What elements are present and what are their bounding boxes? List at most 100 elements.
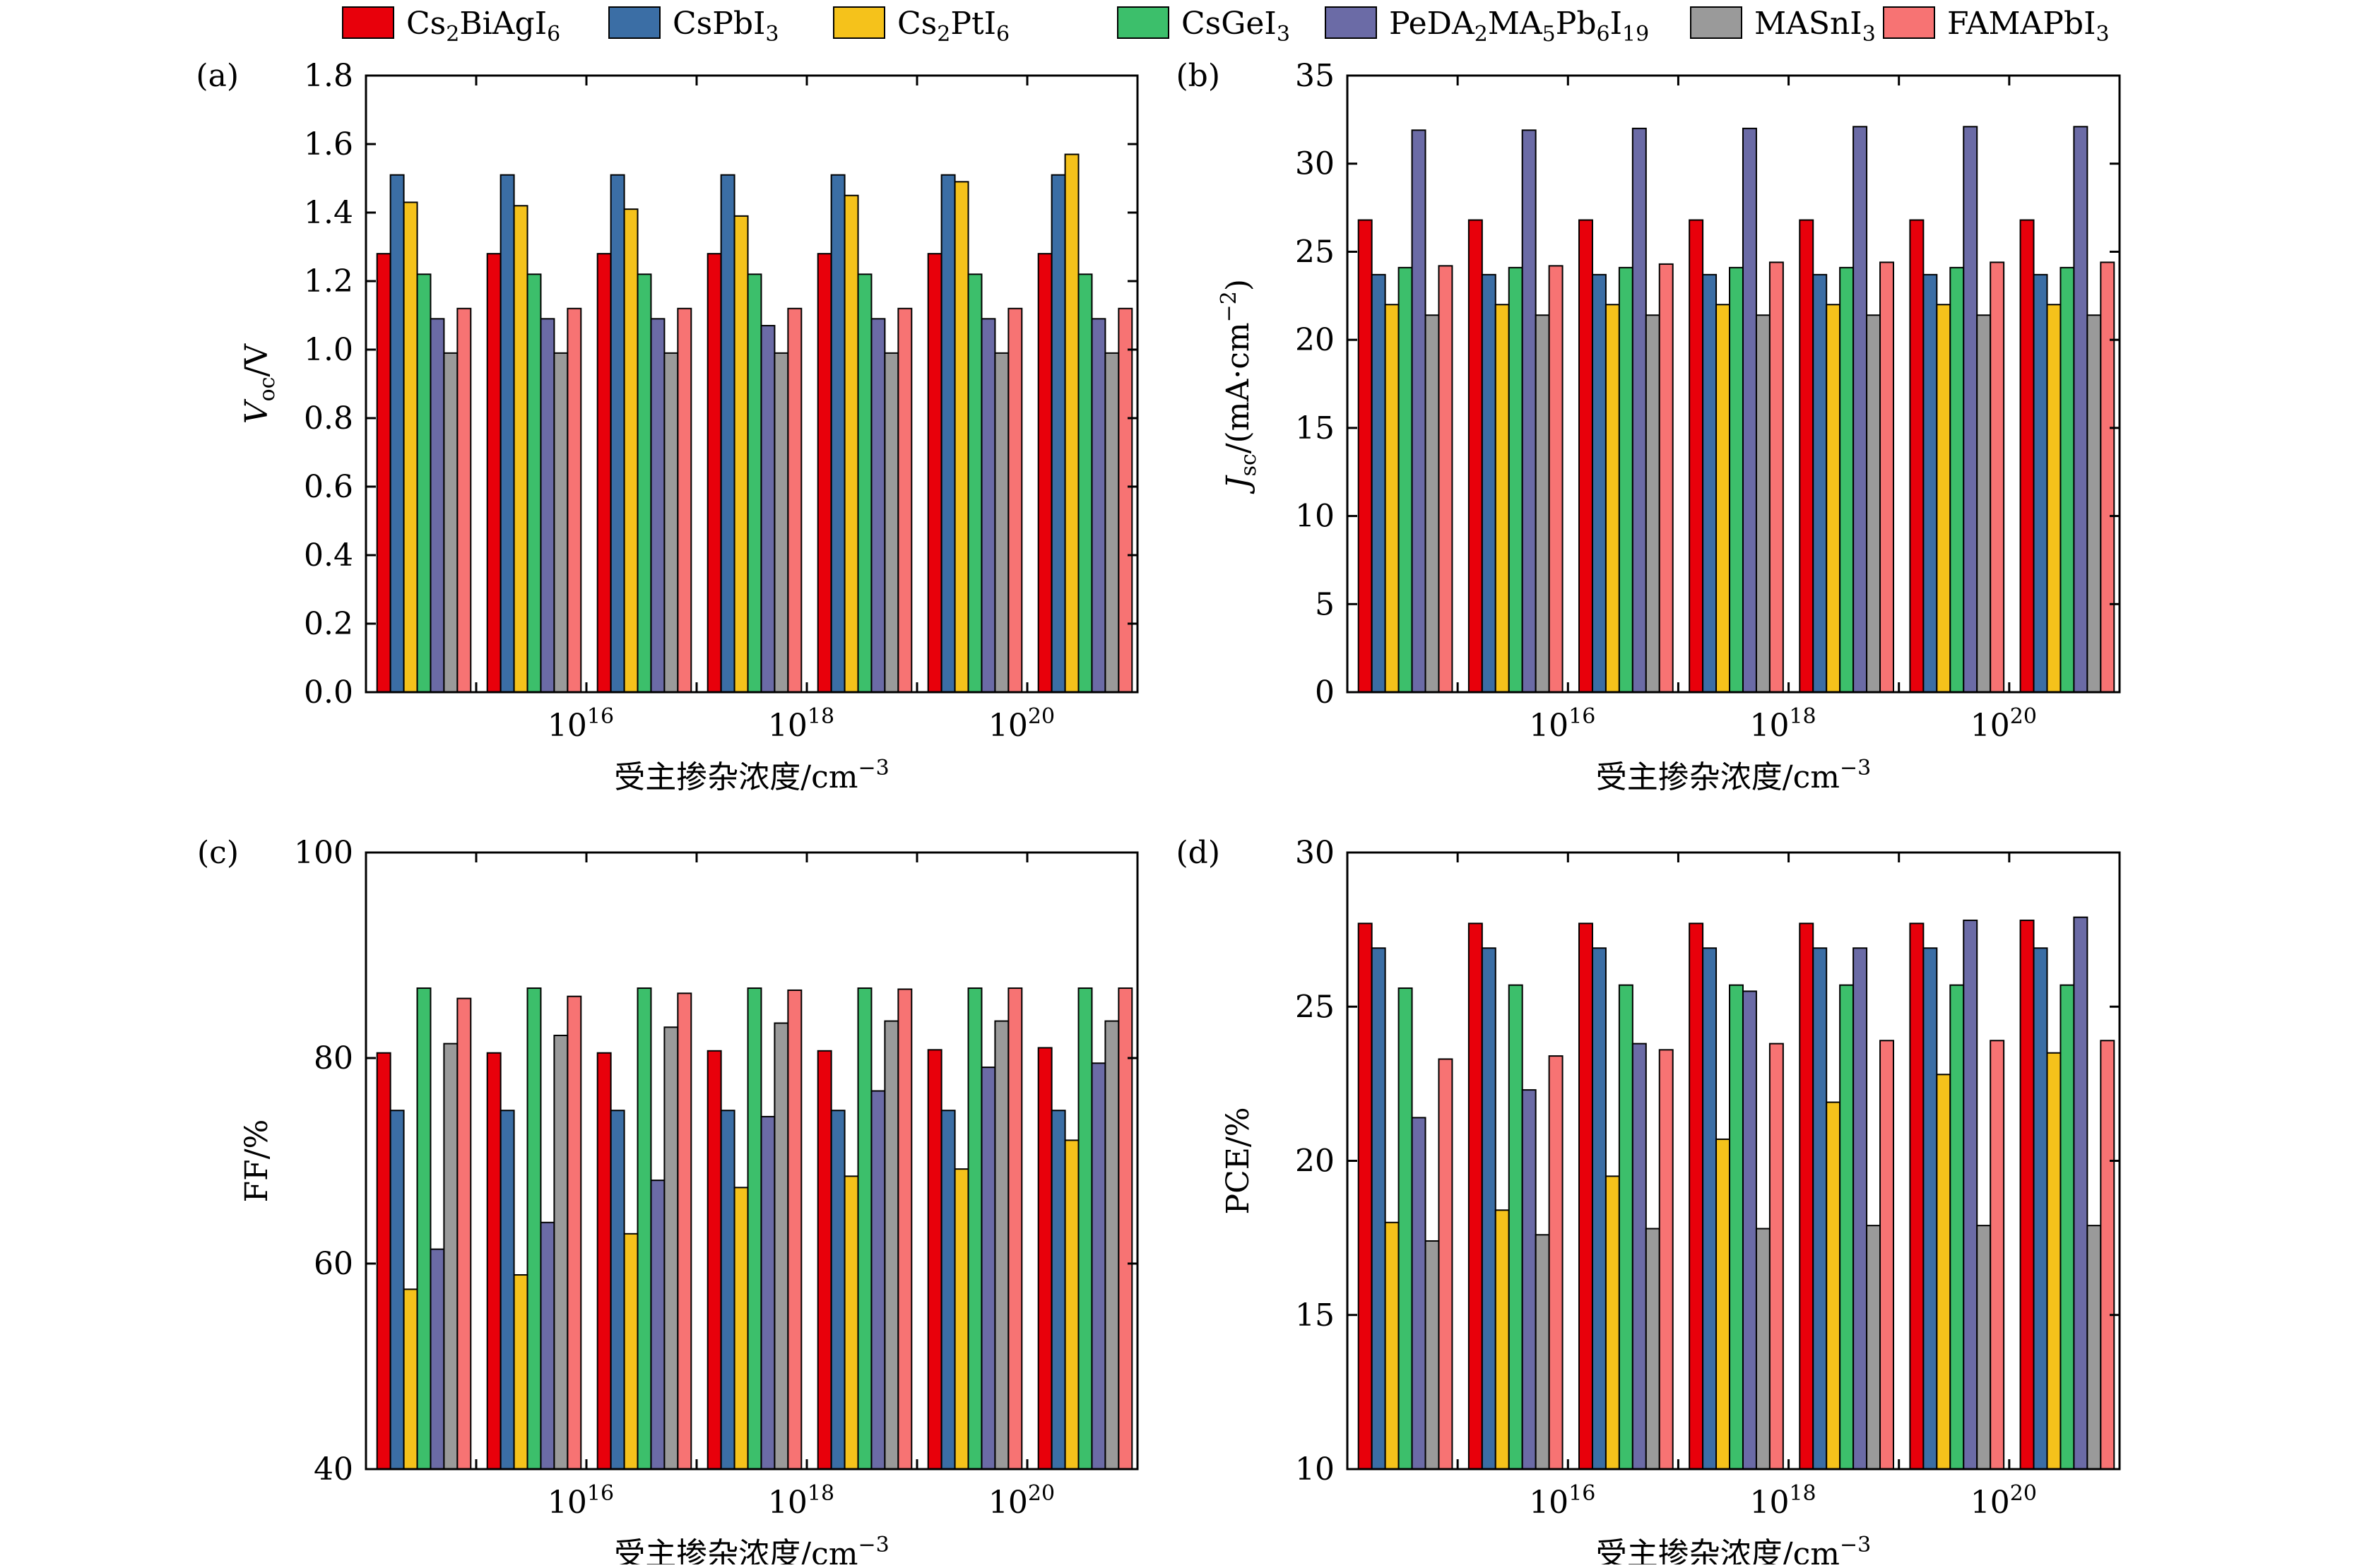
x-tick-exp: 20: [2010, 704, 2037, 729]
bar: [1118, 987, 1133, 1471]
y-tick-label: 1.6: [304, 126, 353, 162]
y-axis-label-rest: /(mA·cm: [1220, 322, 1256, 453]
bar: [1397, 266, 1413, 693]
y-tick-label: 20: [1295, 1144, 1335, 1180]
bar: [870, 318, 886, 694]
x-axis-label-sup: −3: [858, 1533, 889, 1557]
x-tick-exp: 16: [587, 1481, 614, 1506]
x-tick-exp: 18: [1789, 704, 1816, 729]
bar: [1618, 984, 1633, 1470]
bar: [1922, 947, 1938, 1470]
bar: [1371, 947, 1386, 1470]
bar: [1976, 314, 1992, 694]
x-axis-label-sup: −3: [858, 756, 889, 780]
x-tick-label: 1020: [1970, 704, 2037, 744]
bar: [884, 352, 899, 693]
x-tick-exp: 20: [1028, 704, 1055, 729]
bar: [623, 208, 639, 693]
bar: [1104, 352, 1120, 693]
y-axis-label-sub: sc: [1236, 453, 1261, 476]
bar: [1909, 922, 1925, 1470]
y-axis-label-main: FF/%: [239, 1119, 275, 1203]
plot-frame: [365, 851, 1139, 1471]
bar: [774, 352, 789, 693]
bar: [456, 997, 472, 1470]
legend-text: I: [1610, 6, 1622, 42]
legend-entry: PeDA2​MA5​Pb6​I19​: [1325, 6, 1649, 47]
bar: [650, 1180, 666, 1470]
x-tick-label: 1016: [548, 1481, 614, 1521]
y-axis-label-rest: /V: [239, 343, 275, 377]
legend-entry: MASnI3​: [1690, 6, 1876, 47]
bar: [1839, 984, 1855, 1470]
bar: [1604, 304, 1620, 693]
x-tick-exp: 16: [1568, 704, 1595, 729]
x-tick-base: 10: [768, 708, 808, 744]
bar: [376, 253, 391, 693]
plot-frame: [1346, 74, 2121, 694]
x-tick-exp: 16: [1568, 1481, 1595, 1506]
legend-swatch: [833, 6, 885, 39]
bar: [760, 1115, 776, 1471]
y-tick-label: 25: [1295, 234, 1335, 270]
bar: [1357, 219, 1373, 693]
legend-sub: 3: [765, 22, 779, 47]
y-tick-label: 1.8: [304, 58, 353, 94]
bar: [403, 1288, 418, 1471]
bar: [1411, 129, 1426, 693]
x-tick-label: 1020: [988, 704, 1055, 744]
bar: [443, 352, 459, 693]
x-ticks: 1016 1018 1020: [475, 76, 1055, 744]
bar: [2073, 126, 2088, 693]
x-tick-exp: 18: [808, 1481, 834, 1506]
y-tick-label: 0: [1315, 675, 1335, 711]
legend-text: PeDA: [1389, 6, 1475, 42]
bar: [760, 325, 776, 693]
bar: [981, 1067, 996, 1470]
bar: [1936, 304, 1951, 693]
bar: [787, 307, 803, 693]
y-tick-label: 15: [1295, 1297, 1335, 1334]
x-tick-base: 10: [768, 1485, 808, 1521]
bar: [1990, 261, 2005, 693]
y-tick-label: 1.4: [304, 195, 353, 231]
x-axis-label-sup: −3: [1840, 756, 1871, 780]
x-tick-exp: 18: [808, 704, 834, 729]
bar: [1879, 1040, 1895, 1470]
bar: [1826, 1101, 1841, 1470]
bar: [486, 1052, 502, 1470]
bar: [1578, 219, 1593, 693]
bar: [720, 174, 735, 693]
x-tick-exp: 20: [1028, 1481, 1055, 1506]
bar: [1007, 307, 1023, 693]
panel-label: (b): [1176, 58, 1221, 94]
legend-text: MASnI: [1754, 6, 1862, 42]
bar: [430, 318, 445, 694]
bar: [513, 1274, 528, 1470]
bar: [1976, 1225, 1992, 1471]
bar: [567, 307, 582, 693]
bar: [1494, 1209, 1510, 1470]
bar: [1604, 1175, 1620, 1470]
bar: [1768, 261, 1784, 693]
bar: [1702, 947, 1718, 1470]
bar: [1371, 273, 1386, 694]
bar: [1037, 253, 1053, 693]
bar: [787, 989, 803, 1470]
y-ticks: 10 15 20 25 30: [1295, 835, 2120, 1487]
bar: [1037, 1047, 1053, 1470]
bar: [1631, 127, 1647, 693]
legend-text: FAMAPbI: [1947, 6, 2096, 42]
bar: [2033, 273, 2048, 694]
bar: [1645, 1228, 1660, 1471]
bar: [844, 1175, 859, 1470]
y-tick-label: 35: [1295, 58, 1335, 94]
bar: [1990, 1040, 2005, 1470]
x-axis-label: 受主掺杂浓度/cm−3: [1596, 1533, 1871, 1564]
bar: [2046, 304, 2062, 693]
bar: [1658, 1049, 1674, 1470]
x-axis-label-main: 受主掺杂浓度/cm: [1596, 759, 1840, 795]
legend-text: Pb: [1556, 6, 1597, 42]
